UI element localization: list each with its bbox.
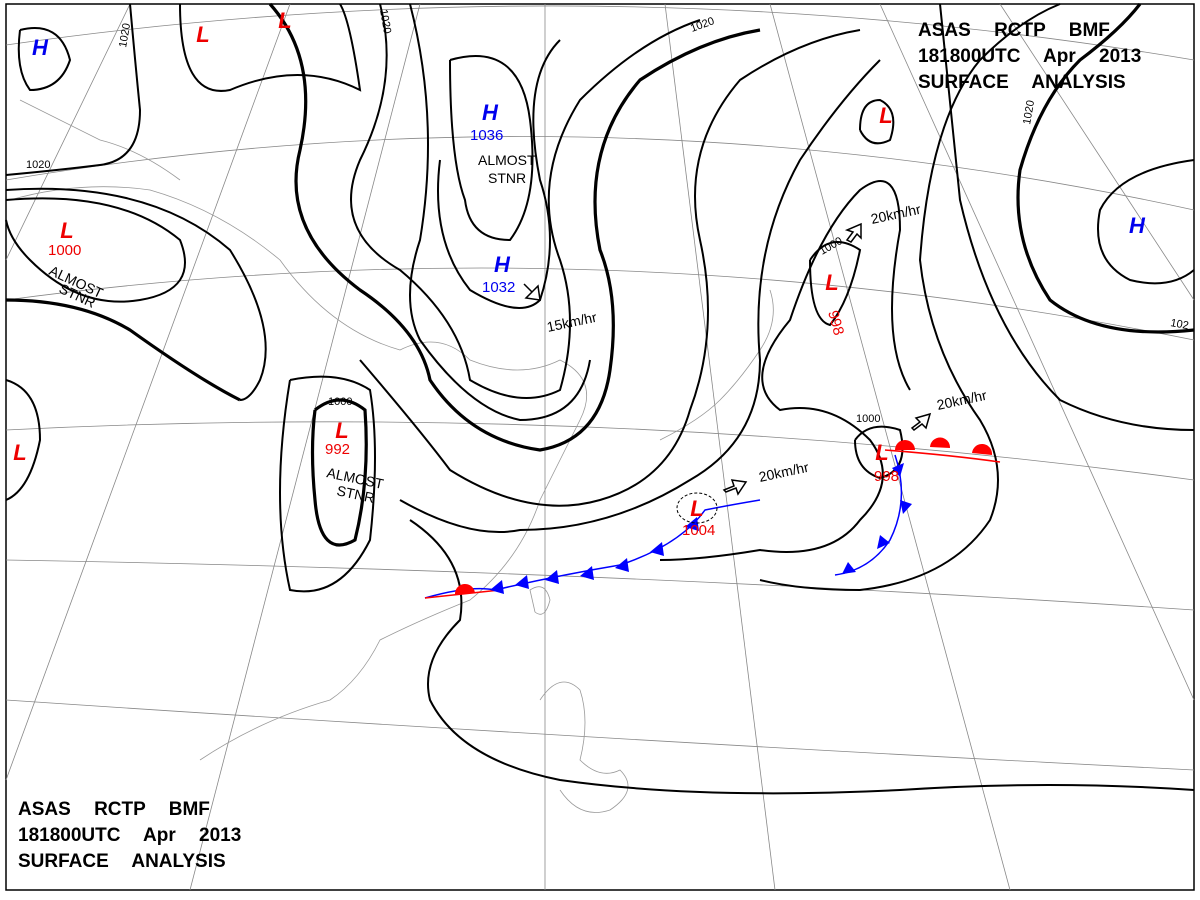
system-symbol: H — [482, 100, 499, 125]
isobar-label: 1020 — [377, 8, 393, 34]
pressure-label: 1004 — [682, 522, 715, 539]
stationary-note: ALMOST — [478, 152, 536, 168]
isobars — [5, 2, 1195, 795]
header-line: ASAS RCTP BMF — [918, 20, 1110, 41]
fronts — [424, 437, 1001, 599]
header-line: 181800UTC Apr 2013 — [18, 825, 241, 846]
system-symbol: L — [335, 418, 348, 443]
system-symbol: L — [825, 270, 838, 295]
header-line: ASAS RCTP BMF — [18, 799, 210, 820]
system-symbol: H — [494, 252, 511, 277]
map-frame — [5, 3, 1195, 891]
isobar-label: 102 — [1169, 317, 1189, 332]
isobar-label: 1000 — [856, 413, 880, 425]
system-symbol: L — [196, 22, 209, 47]
system-symbol: L — [13, 440, 26, 465]
pressure-label: 998 — [874, 468, 899, 485]
system-symbol: L — [278, 8, 291, 33]
isobar-label: 1020 — [26, 159, 50, 171]
pressure-label: 1000 — [48, 242, 81, 259]
isobar-label: 1000 — [328, 396, 352, 408]
system-symbol: H — [32, 35, 49, 60]
header-line: 181800UTC Apr 2013 — [918, 46, 1141, 67]
motion-arrows — [523, 222, 932, 496]
header-line: SURFACE ANALYSIS — [918, 72, 1126, 93]
system-symbol: L — [690, 496, 703, 521]
coastlines — [9, 99, 774, 813]
system-symbol: L — [60, 218, 73, 243]
system-symbol: L — [875, 440, 888, 465]
isobar-label: 1020 — [1021, 99, 1037, 125]
stationary-note: STNR — [488, 170, 526, 186]
pressure-label: 1032 — [482, 279, 515, 296]
stationary-note: STNR — [335, 482, 376, 506]
isobar-label: 1020 — [117, 22, 133, 48]
system-symbol: L — [879, 103, 892, 128]
pressure-label: 992 — [325, 441, 350, 458]
header-line: SURFACE ANALYSIS — [18, 851, 226, 872]
pressure-label: 998 — [824, 309, 847, 338]
pressure-label: 1036 — [470, 127, 503, 144]
system-symbol: H — [1129, 213, 1146, 238]
